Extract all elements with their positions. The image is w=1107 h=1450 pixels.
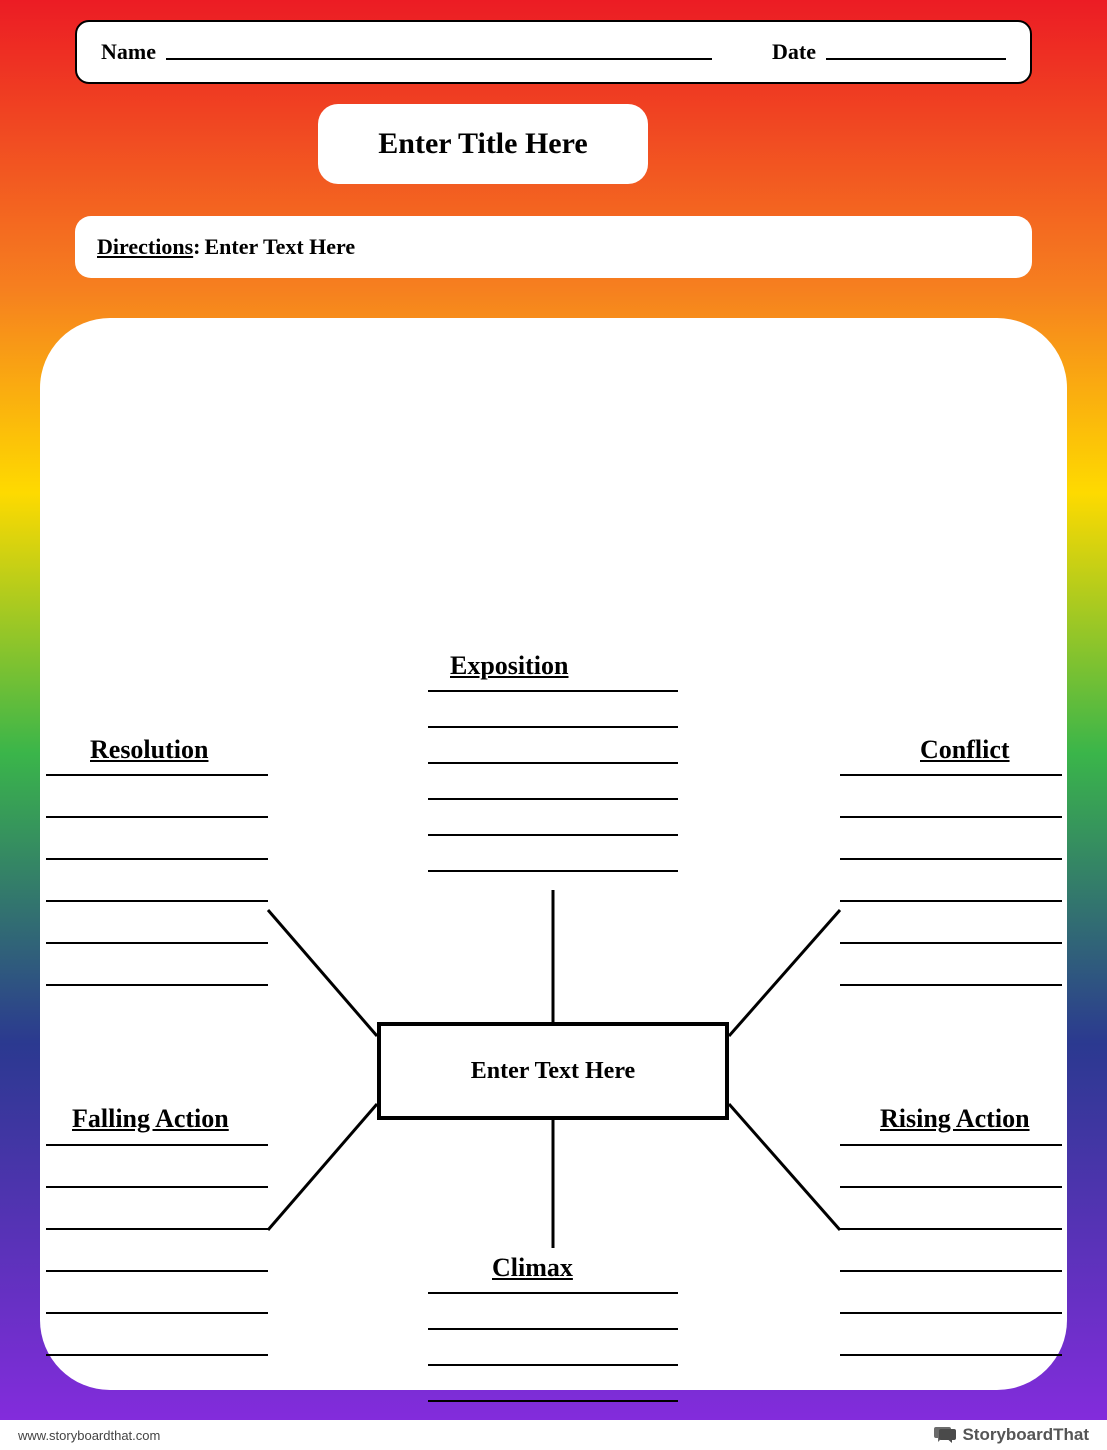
section-lines-rising-action [840,1144,1062,1356]
section-title-falling-action: Falling Action [72,1104,229,1134]
directions-box[interactable]: Directions: Enter Text Here [75,216,1032,278]
section-title-resolution: Resolution [90,735,208,765]
writing-line[interactable] [46,1144,268,1146]
writing-line[interactable] [840,1354,1062,1356]
writing-line[interactable] [428,1364,678,1366]
date-label: Date [772,39,816,65]
writing-line[interactable] [428,1292,678,1294]
writing-line[interactable] [46,1270,268,1272]
writing-line[interactable] [46,1228,268,1230]
footer-url: www.storyboardthat.com [18,1428,160,1443]
writing-line[interactable] [428,1328,678,1330]
name-input-line[interactable] [166,58,712,60]
writing-line[interactable] [428,798,678,800]
directions-label: Directions [97,234,193,260]
worksheet-page: Name Date Enter Title Here Directions: E… [0,0,1107,1450]
brand-logo: StoryboardThat [934,1425,1089,1445]
writing-line[interactable] [840,942,1062,944]
footer-bar: www.storyboardthat.com StoryboardThat [0,1420,1107,1450]
brand-text: StoryboardThat [962,1425,1089,1445]
writing-line[interactable] [46,1312,268,1314]
center-text: Enter Text Here [471,1058,635,1085]
center-text-box[interactable]: Enter Text Here [377,1022,729,1120]
writing-line[interactable] [428,690,678,692]
section-lines-resolution [46,774,268,986]
writing-line[interactable] [46,942,268,944]
section-title-exposition: Exposition [450,651,569,681]
writing-line[interactable] [840,858,1062,860]
section-title-conflict: Conflict [920,735,1010,765]
writing-line[interactable] [428,870,678,872]
section-lines-conflict [840,774,1062,986]
writing-line[interactable] [46,900,268,902]
writing-line[interactable] [840,774,1062,776]
writing-line[interactable] [428,762,678,764]
directions-separator: : [193,234,200,260]
writing-line[interactable] [46,816,268,818]
writing-line[interactable] [840,900,1062,902]
name-label: Name [101,39,156,65]
writing-line[interactable] [428,834,678,836]
writing-line[interactable] [840,1144,1062,1146]
title-box[interactable]: Enter Title Here [318,104,648,184]
section-title-climax: Climax [492,1253,573,1283]
title-placeholder: Enter Title Here [378,127,587,161]
spider-diagram: Enter Text Here Exposition Conflict Rising … [40,318,1067,1390]
writing-line[interactable] [46,1354,268,1356]
speech-bubble-icon [934,1426,956,1444]
date-input-line[interactable] [826,58,1006,60]
name-date-header: Name Date [75,20,1032,84]
writing-line[interactable] [46,1186,268,1188]
writing-line[interactable] [46,774,268,776]
writing-line[interactable] [428,1400,678,1402]
writing-line[interactable] [46,858,268,860]
section-lines-falling-action [46,1144,268,1356]
section-lines-exposition [428,690,678,872]
writing-line[interactable] [46,984,268,986]
writing-line[interactable] [840,816,1062,818]
writing-line[interactable] [840,1228,1062,1230]
writing-line[interactable] [840,1270,1062,1272]
directions-text: Enter Text Here [204,234,355,260]
writing-line[interactable] [840,984,1062,986]
section-title-rising-action: Rising Action [880,1104,1030,1134]
writing-line[interactable] [840,1312,1062,1314]
writing-line[interactable] [428,726,678,728]
writing-line[interactable] [840,1186,1062,1188]
